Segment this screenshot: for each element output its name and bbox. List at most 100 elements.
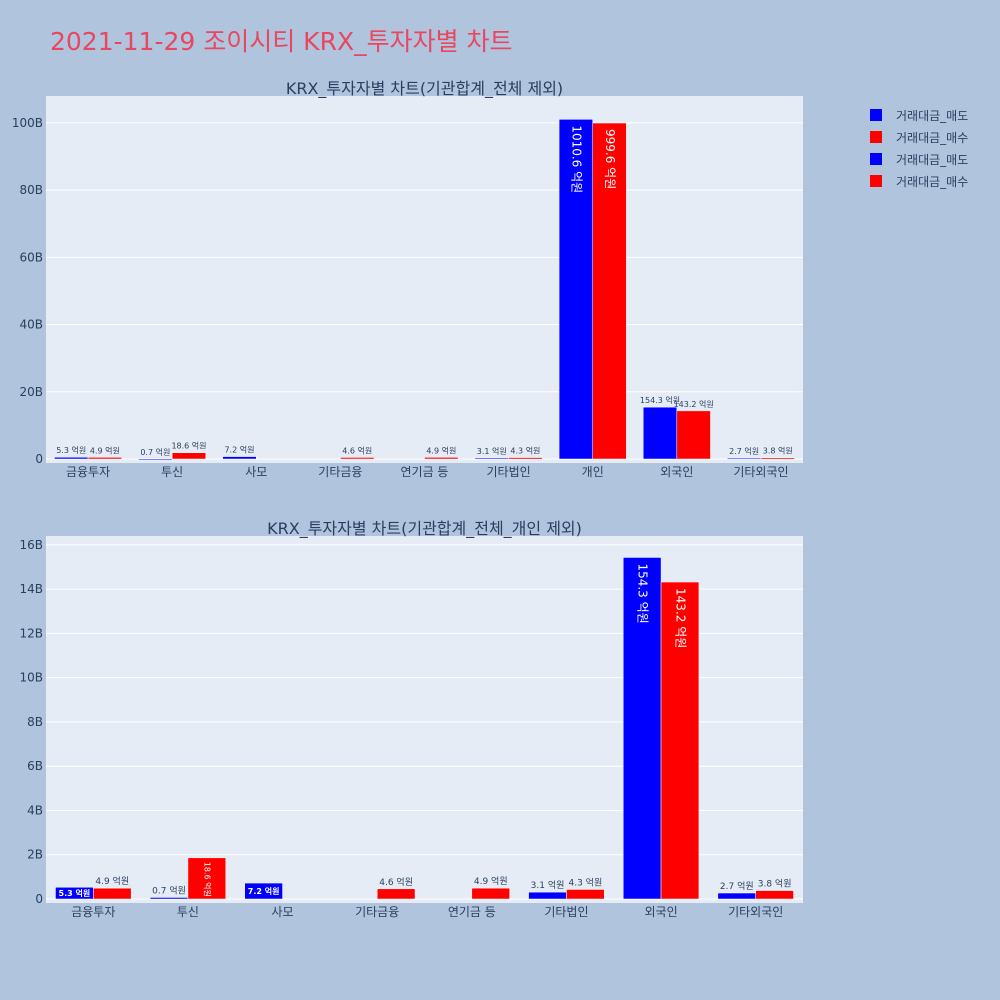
plot-area xyxy=(46,96,803,463)
bar-buy xyxy=(171,452,207,460)
y-tick-label: 6B xyxy=(27,759,43,773)
y-tick-label: 8B xyxy=(27,715,43,729)
legend-item[interactable]: 거래대금_매도 xyxy=(870,104,968,126)
x-tick-label: 사모 xyxy=(245,465,267,479)
x-tick-label: 금융투자 xyxy=(66,465,110,479)
page-title: 2021-11-29 조이시티 KRX_투자자별 차트 xyxy=(50,27,513,56)
y-tick-label: 10B xyxy=(19,671,43,685)
bar-buy xyxy=(187,857,227,900)
y-tick-label: 40B xyxy=(19,318,43,332)
bar-data-label: 2.7 억원 xyxy=(720,880,754,892)
bar-data-label: 143.2 억원 xyxy=(674,399,714,409)
bar-data-label: 7.2 억원 xyxy=(224,445,254,455)
bar-data-label: 4.9 억원 xyxy=(90,445,120,455)
legend[interactable]: 거래대금_매도 거래대금_매수 거래대금_매도 거래대금_매수 xyxy=(870,104,968,192)
y-tick-label: 20B xyxy=(19,385,43,399)
y-tick-label: 16B xyxy=(19,538,43,552)
bar-sell xyxy=(138,458,173,461)
bar-data-label: 2.7 억원 xyxy=(729,446,759,456)
legend-item[interactable]: 거래대금_매수 xyxy=(870,126,968,148)
x-tick-label: 기타법인 xyxy=(544,905,588,919)
x-tick-label: 연기금 등 xyxy=(401,465,449,479)
legend-label: 거래대금_매도 xyxy=(896,152,969,167)
bar-data-label: 143.2 억원 xyxy=(673,588,687,648)
bar-buy xyxy=(376,888,416,900)
x-tick-label: 기타금융 xyxy=(355,905,399,919)
bar-buy xyxy=(760,457,795,460)
legend-label: 거래대금_매수 xyxy=(896,174,969,189)
x-tick-label: 기타법인 xyxy=(487,465,531,479)
y-tick-label: 60B xyxy=(19,250,43,264)
bar-data-label: 1010.6 억원 xyxy=(569,125,583,193)
bar-data-label: 154.3 억원 xyxy=(640,395,680,405)
bar-buy xyxy=(592,122,627,460)
bar-buy xyxy=(87,457,122,460)
chart-title: KRX_투자자별 차트(기관합계_전체_개인 제외) xyxy=(267,519,582,539)
y-tick-label: 0 xyxy=(35,892,43,906)
bar-data-label: 4.3 억원 xyxy=(568,876,602,888)
bar-sell xyxy=(244,882,283,900)
bar-sell xyxy=(622,557,662,900)
legend-label: 거래대금_매수 xyxy=(896,130,969,145)
bar-data-label: 4.3 억원 xyxy=(510,446,540,456)
bar-sell xyxy=(717,892,756,900)
legend-swatch-buy xyxy=(870,175,882,187)
bar-data-label: 0.7 억원 xyxy=(152,884,186,896)
bar-sell xyxy=(528,891,567,900)
bar-data-label: 4.6 억원 xyxy=(379,876,413,888)
bar-sell xyxy=(474,457,509,460)
x-tick-label: 개인 xyxy=(582,465,604,479)
chart-title: KRX_투자자별 차트(기관합계_전체 제외) xyxy=(286,79,563,99)
bar-data-label: 154.3 억원 xyxy=(636,563,650,623)
y-tick-label: 14B xyxy=(19,582,43,596)
bar-data-label: 4.6 억원 xyxy=(342,445,372,455)
legend-swatch-buy xyxy=(870,131,882,143)
x-tick-label: 기타외국인 xyxy=(728,905,783,919)
bar-data-label: 4.9 억원 xyxy=(95,875,129,887)
x-tick-label: 투신 xyxy=(177,905,199,919)
bar-buy xyxy=(424,457,459,460)
x-tick-label: 기타외국인 xyxy=(733,465,788,479)
x-tick-label: 사모 xyxy=(272,905,294,919)
bar-data-label: 5.3 억원 xyxy=(59,888,91,898)
legend-item[interactable]: 거래대금_매수 xyxy=(870,170,968,192)
bar-buy xyxy=(93,887,132,900)
bar-buy xyxy=(471,887,510,900)
y-tick-label: 100B xyxy=(12,116,43,130)
bar-buy xyxy=(508,457,543,460)
bar-data-label: 3.8 억원 xyxy=(763,446,793,456)
bar-sell xyxy=(149,897,189,900)
legend-label: 거래대금_매도 xyxy=(896,108,969,123)
bar-buy xyxy=(660,581,700,900)
bar-sell xyxy=(558,119,593,460)
bar-sell xyxy=(222,456,257,460)
bar-data-label: 5.3 억원 xyxy=(56,445,86,455)
bar-data-label: 3.8 억원 xyxy=(758,878,792,890)
y-tick-label: 0 xyxy=(35,452,43,466)
y-tick-label: 2B xyxy=(27,848,43,862)
bar-sell xyxy=(54,456,89,460)
chart-panel-1: 0 20B 40B 60B 80B 100B KRX_투자자별 차트(기관합계_전체 제외)… xyxy=(12,79,803,479)
bar-data-label: 18.6 억원 xyxy=(202,862,212,897)
bar-buy xyxy=(676,410,711,460)
bar-sell xyxy=(727,457,762,460)
legend-swatch-sell xyxy=(870,109,882,121)
x-tick-label: 기타금융 xyxy=(318,465,362,479)
x-tick-label: 외국인 xyxy=(660,465,693,479)
y-tick-label: 4B xyxy=(27,803,43,817)
bar-data-label: 4.9 억원 xyxy=(474,875,508,887)
bar-sell xyxy=(642,406,678,460)
bar-buy xyxy=(755,890,794,900)
bar-buy xyxy=(340,457,375,460)
y-tick-label: 80B xyxy=(19,183,43,197)
bar-buy xyxy=(566,889,605,900)
bar-data-label: 4.9 억원 xyxy=(426,445,456,455)
bar-data-label: 3.1 억원 xyxy=(531,879,565,891)
x-tick-label: 외국인 xyxy=(645,905,678,919)
legend-item[interactable]: 거래대금_매도 xyxy=(870,148,968,170)
x-tick-label: 연기금 등 xyxy=(448,905,496,919)
legend-swatch-sell xyxy=(870,153,882,165)
x-tick-label: 투신 xyxy=(161,465,183,479)
bar-data-label: 18.6 억원 xyxy=(171,441,206,451)
bar-data-label: 0.7 억원 xyxy=(140,447,170,457)
